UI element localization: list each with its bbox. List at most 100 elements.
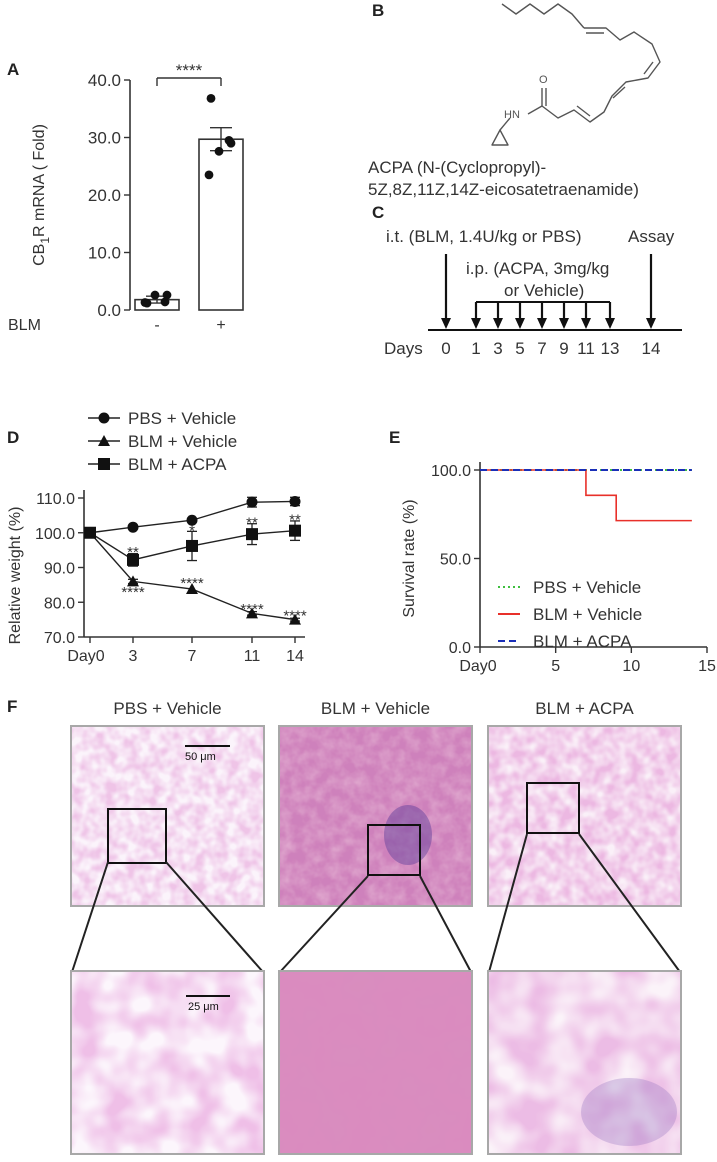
c-it-label: i.t. (BLM, 1.4U/kg or PBS) <box>386 227 582 246</box>
panel-letter-e: E <box>389 428 401 447</box>
c-day-label: 9 <box>559 339 568 358</box>
d-significance-label: **** <box>283 607 307 624</box>
panel-letter-d: D <box>7 428 20 447</box>
d-significance-label: **** <box>121 584 145 601</box>
d-y-tick-label: 90.0 <box>44 561 75 578</box>
a-y-tick-label: 40.0 <box>88 71 121 90</box>
c-assay-arrow-head <box>646 318 656 329</box>
d-significance-label: **** <box>240 601 264 618</box>
d-legend-marker <box>98 412 110 424</box>
panel-a-bar-chart: 0.0 10.0 20.0 30.0 40.0 CB1R mRNA ( Fold) - + BL… <box>8 61 244 330</box>
d-legend-label: BLM + ACPA <box>128 455 227 474</box>
d-x-tick-label: Day0 <box>67 648 104 665</box>
zoom-box-blm-acpa <box>526 782 580 834</box>
panel-c-dosing-timeline: i.t. (BLM, 1.4U/kg or PBS) Assay i.p. (ACP… <box>384 227 682 358</box>
d-x-tick-label: 3 <box>129 648 138 665</box>
d-significance-label: ** <box>127 544 139 561</box>
c-day-label: 5 <box>515 339 524 358</box>
d-y-tick-label: 100.0 <box>35 526 75 543</box>
e-x-tick-label: 5 <box>551 658 560 675</box>
histology-blm-acpa-overview <box>487 725 682 907</box>
zoom-box-pbs-vehicle <box>107 808 167 864</box>
e-legend-label: PBS + Vehicle <box>533 578 641 597</box>
d-legend-marker <box>98 435 110 446</box>
e-x-tick-label: 10 <box>622 658 640 675</box>
d-data-point <box>127 553 139 566</box>
c-day-label: 7 <box>537 339 546 358</box>
e-x-tick-label: 15 <box>698 658 716 675</box>
d-data-point <box>186 514 198 526</box>
d-data-point <box>127 575 139 587</box>
histology-pbs-vehicle-zoom: 25 μm <box>70 970 265 1155</box>
panel-d-weight-chart: 70.0 80.0 90.0 100.0 110.0 Day0 3 7 11 14 Relative… <box>7 409 307 665</box>
histology-title-blm-acpa: BLM + ACPA <box>535 699 634 718</box>
d-y-tick-label: 70.0 <box>44 630 75 647</box>
c-ip-arrow-head <box>537 318 547 329</box>
d-x-tick-label: 11 <box>244 648 261 665</box>
c-day-label: 11 <box>577 339 595 358</box>
c-ip-arrow-head <box>515 318 525 329</box>
a-data-point <box>206 94 216 103</box>
d-legend-label: BLM + Vehicle <box>128 432 237 451</box>
acpa-tail-bonds <box>501 3 585 29</box>
c-it-arrow-head <box>441 318 451 329</box>
d-data-point <box>289 524 301 537</box>
e-y-tick-label: 0.0 <box>449 640 471 657</box>
cyclopropyl-ring <box>491 129 509 146</box>
a-category-label: - <box>154 317 159 330</box>
histology-blm-vehicle-zoom <box>278 970 473 1155</box>
e-y-tick-label: 50.0 <box>440 552 471 569</box>
d-y-tick-label: 80.0 <box>44 595 75 612</box>
a-significance-label: **** <box>176 61 203 80</box>
histology-title-pbs-vehicle: PBS + Vehicle <box>113 699 222 718</box>
d-data-point <box>246 528 258 541</box>
d-significance-label: **** <box>180 575 204 592</box>
a-y-tick-label: 10.0 <box>88 244 121 263</box>
d-data-point <box>186 539 198 552</box>
c-ip-arrow-head <box>605 318 615 329</box>
e-legend-label: BLM + Vehicle <box>533 605 642 624</box>
e-legend-label: BLM + ACPA <box>533 632 632 651</box>
c-ip-label-line1: i.p. (ACPA, 3mg/kg <box>466 259 609 278</box>
d-x-tick-label: 7 <box>188 648 197 665</box>
a-category-label: + <box>216 317 225 330</box>
zoom-box-blm-vehicle <box>367 824 421 876</box>
a-data-point <box>162 290 172 300</box>
c-ip-arrow-head <box>581 318 591 329</box>
histology-blm-vehicle-overview <box>278 725 473 907</box>
c-ip-arrow-head <box>471 318 481 329</box>
panel-letter-b: B <box>372 1 385 20</box>
scale-bar-label-50um: 50 μm <box>185 751 216 763</box>
histology-title-blm-vehicle: BLM + Vehicle <box>320 699 431 718</box>
d-data-point <box>246 607 258 619</box>
d-data-point <box>186 583 198 595</box>
c-assay-label: Assay <box>628 227 675 246</box>
d-data-point <box>84 526 96 539</box>
panel-letter-c: C <box>372 203 385 222</box>
d-legend-label: PBS + Vehicle <box>128 409 236 428</box>
d-significance-label: ** <box>246 514 258 531</box>
a-data-point <box>214 146 224 156</box>
d-x-tick-label: 14 <box>286 648 304 665</box>
c-ip-label-line2: or Vehicle) <box>504 281 584 300</box>
a-data-point <box>160 297 170 307</box>
c-day-label: 14 <box>642 339 661 358</box>
d-y-axis-label: Relative weight (%) <box>7 507 24 645</box>
a-bar <box>198 138 244 311</box>
acpa-oxygen-label: O <box>539 74 548 86</box>
panel-letter-f: F <box>7 697 18 716</box>
d-significance-label: ** <box>289 512 301 529</box>
panel-b-acpa-structure: O HN <box>491 3 661 146</box>
e-y-axis-label: Survival rate (%) <box>401 499 418 617</box>
a-data-point <box>150 290 160 300</box>
e-y-tick-label: 100.0 <box>431 463 471 480</box>
d-significance-label: * <box>189 523 195 540</box>
c-days-label: Days <box>384 339 423 358</box>
d-legend-marker <box>98 458 110 470</box>
histology-blm-acpa-zoom <box>487 970 682 1155</box>
a-y-axis-label: CB1R mRNA ( Fold) <box>31 124 52 266</box>
a-row-label-blm: BLM <box>8 317 41 330</box>
a-data-point <box>224 135 234 145</box>
e-survival-curve <box>480 469 692 522</box>
c-day-label: 3 <box>493 339 502 358</box>
